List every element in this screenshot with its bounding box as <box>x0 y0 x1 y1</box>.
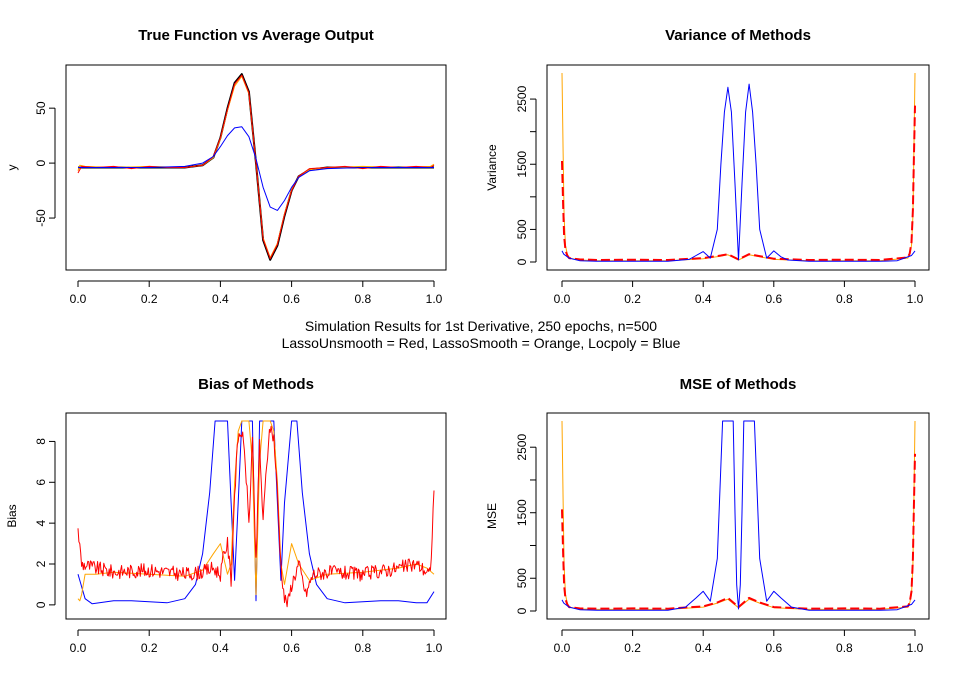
p1-x-tick-label: 1.0 <box>426 292 443 306</box>
p3-y-tick-label: 4 <box>34 519 48 526</box>
p4-y-axis: 0 500 1500 2500 <box>515 434 537 614</box>
p3-y-tick-label: 8 <box>34 438 48 445</box>
p1-series-group <box>77 73 435 261</box>
p4-x-axis: 0.0 0.2 0.4 0.6 0.8 1.0 <box>554 629 924 655</box>
p4-y-tick-label: 1500 <box>515 499 529 526</box>
p1-series-red-line <box>77 74 435 260</box>
p1-y-axis-label: y <box>5 165 19 171</box>
p1-x-tick-label: 0.4 <box>212 292 229 306</box>
p3-y-axis: 0 2 4 6 8 <box>34 438 56 608</box>
p4-y-tick-label: 500 <box>515 568 529 588</box>
p3-panel: 0.0 0.2 0.4 0.6 0.8 1.0 0 2 4 6 8 Bias of Methods Bi… <box>5 376 447 655</box>
p3-x-tick-label: 0.2 <box>141 641 158 655</box>
p2-series-orange-line <box>561 72 916 262</box>
p4-x-tick-label: 0.8 <box>836 641 853 655</box>
p1-x-tick-label: 0.0 <box>70 292 87 306</box>
p3-title: Bias of Methods <box>198 376 314 393</box>
p2-x-tick-label: 0.2 <box>624 292 641 306</box>
p4-series-red-line <box>561 453 916 610</box>
p3-series-red-line <box>77 425 435 608</box>
p1-panel: 0.0 0.2 0.4 0.6 0.8 1.0 -50 0 50 True Function vs… <box>5 27 447 306</box>
p2-y-tick-label: 500 <box>515 219 529 239</box>
p1-x-tick-label: 0.2 <box>141 292 158 306</box>
p4-x-tick-label: 1.0 <box>907 641 924 655</box>
p3-x-tick-label: 0.8 <box>354 641 371 655</box>
p3-plot-frame <box>65 412 447 620</box>
p4-series-orange-line <box>561 420 916 610</box>
p4-series-blue-line <box>561 420 916 611</box>
supertitle-line1: Simulation Results for 1st Derivative, 2… <box>305 318 657 334</box>
p4-series-group <box>561 420 916 611</box>
p2-x-axis: 0.0 0.2 0.4 0.6 0.8 1.0 <box>554 280 924 306</box>
p1-plot-frame <box>65 64 447 271</box>
supertitle-line2: LassoUnsmooth = Red, LassoSmooth = Orang… <box>282 335 681 351</box>
p3-x-tick-label: 0.0 <box>70 641 87 655</box>
p4-x-tick-label: 0.6 <box>765 641 782 655</box>
p2-y-tick-label: 1500 <box>515 151 529 178</box>
p4-title: MSE of Methods <box>680 376 797 393</box>
p1-y-tick-label: -50 <box>34 209 48 227</box>
p2-x-tick-label: 0.0 <box>554 292 571 306</box>
p3-y-axis-label: Bias <box>5 504 19 527</box>
p4-x-tick-label: 0.4 <box>695 641 712 655</box>
p2-x-tick-label: 0.8 <box>836 292 853 306</box>
p4-panel: 0.0 0.2 0.4 0.6 0.8 1.0 0 500 1500 2500 MSE of Met… <box>485 376 930 655</box>
p4-y-tick-label: 2500 <box>515 434 529 461</box>
p1-x-axis: 0.0 0.2 0.4 0.6 0.8 1.0 <box>70 280 443 306</box>
p2-x-tick-label: 1.0 <box>907 292 924 306</box>
p3-x-tick-label: 0.4 <box>212 641 229 655</box>
p3-series-orange-line <box>77 420 435 602</box>
p3-series-group <box>77 420 435 608</box>
p4-y-tick-label: 0 <box>515 607 529 614</box>
p3-x-tick-label: 1.0 <box>426 641 443 655</box>
p4-x-tick-label: 0.2 <box>624 641 641 655</box>
p2-y-axis: 0 500 1500 2500 <box>515 85 537 265</box>
p3-series-blue-line <box>77 420 435 605</box>
p2-y-tick-label: 2500 <box>515 85 529 112</box>
p1-y-axis: -50 0 50 <box>34 101 56 227</box>
p2-y-axis-label: Variance <box>485 144 499 191</box>
p3-y-tick-label: 2 <box>34 560 48 567</box>
p3-x-axis: 0.0 0.2 0.4 0.6 0.8 1.0 <box>70 629 443 655</box>
p3-y-tick-label: 6 <box>34 479 48 486</box>
p2-x-tick-label: 0.6 <box>765 292 782 306</box>
p2-panel: 0.0 0.2 0.4 0.6 0.8 1.0 0 500 1500 2500 Variance o… <box>485 27 930 306</box>
p2-series-group <box>561 72 916 262</box>
p4-x-tick-label: 0.0 <box>554 641 571 655</box>
p2-y-tick-label: 0 <box>515 258 529 265</box>
p1-x-tick-label: 0.6 <box>283 292 300 306</box>
p3-y-tick-label: 0 <box>34 601 48 608</box>
p2-x-tick-label: 0.4 <box>695 292 712 306</box>
p2-title: Variance of Methods <box>665 27 811 44</box>
p2-plot-frame <box>546 64 930 271</box>
p1-y-tick-label: 0 <box>34 159 48 166</box>
p2-series-red-line <box>561 105 916 261</box>
p4-plot-frame <box>546 412 930 620</box>
p1-title: True Function vs Average Output <box>138 27 374 44</box>
p2-series-blue-line <box>561 83 916 262</box>
p1-series-blue-line <box>78 126 434 211</box>
p3-x-tick-label: 0.6 <box>283 641 300 655</box>
p1-y-tick-label: 50 <box>34 101 48 115</box>
p1-x-tick-label: 0.8 <box>354 292 371 306</box>
p4-y-axis-label: MSE <box>485 503 499 529</box>
